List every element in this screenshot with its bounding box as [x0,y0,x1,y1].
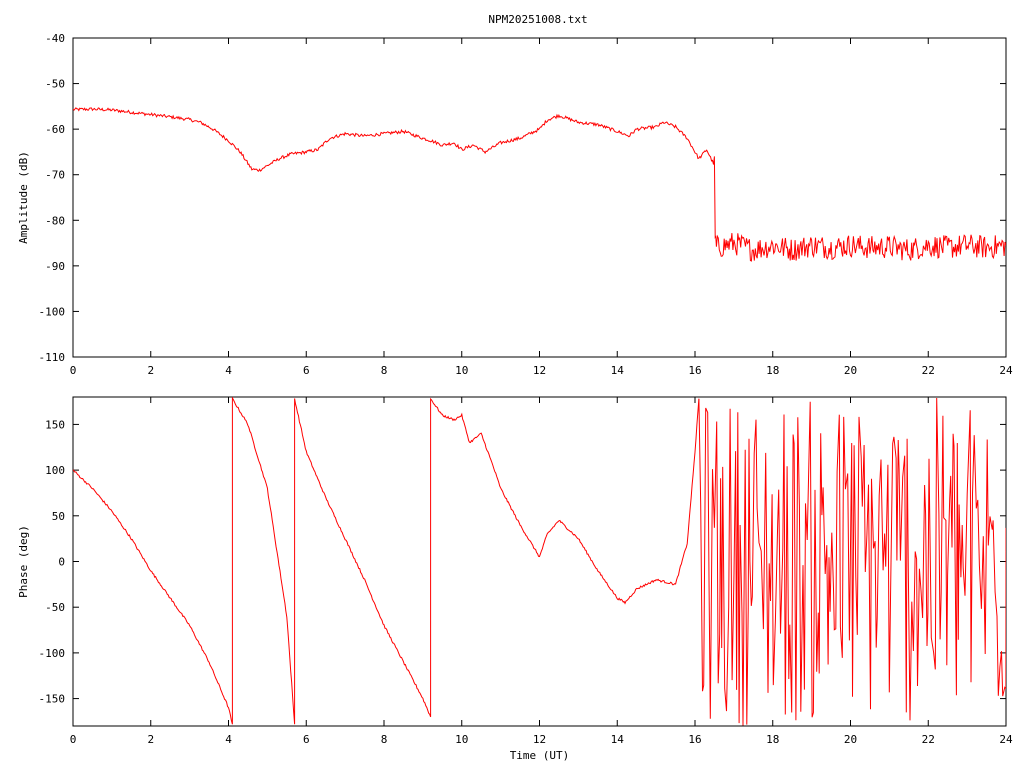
x-tick-label: 4 [225,364,232,377]
x-tick-label: 10 [455,733,468,746]
phase-panel-series-0 [73,397,700,725]
y-tick-label: -40 [45,32,65,45]
amplitude-panel-series-0 [73,107,1006,262]
y-tick-label: -50 [45,78,65,91]
x-tick-label: 6 [303,733,310,746]
x-tick-label: 2 [147,733,154,746]
x-tick-label: 8 [381,364,388,377]
x-tick-label: 24 [999,733,1013,746]
y-tick-label: 0 [58,556,65,569]
x-tick-label: 10 [455,364,468,377]
y-tick-label: 100 [45,464,65,477]
x-tick-label: 6 [303,364,310,377]
x-tick-label: 0 [70,733,77,746]
x-tick-label: 12 [533,733,546,746]
y-tick-label: -100 [39,305,66,318]
phase-panel: 0 2 4 6 8 10 12 14 16 18 20 22 24-150-100-5005010015… [17,396,1013,762]
phase-panel-noise [698,397,1006,726]
y-tick-label: -150 [39,693,66,706]
x-tick-label: 0 [70,364,77,377]
y-tick-label: -100 [39,647,66,660]
x-tick-label: 22 [922,733,935,746]
x-tick-label: 20 [844,364,857,377]
x-tick-label: 8 [381,733,388,746]
y-tick-label: -80 [45,214,65,227]
x-tick-label: 16 [688,364,701,377]
x-tick-label: 22 [922,364,935,377]
x-tick-label: 4 [225,733,232,746]
x-tick-label: 14 [611,733,625,746]
y-tick-label: -70 [45,169,65,182]
chart-title: NPM20251008.txt [488,13,587,26]
y-tick-label: -50 [45,601,65,614]
amplitude-panel-frame [72,37,1007,358]
x-tick-label: 18 [766,364,779,377]
x-tick-label: 14 [611,364,625,377]
x-axis-label: Time (UT) [510,749,570,762]
y-axis-label: Phase (deg) [17,525,30,598]
y-tick-label: 50 [52,510,65,523]
x-tick-label: 16 [688,733,701,746]
y-axis-label: Amplitude (dB) [17,151,30,244]
y-tick-label: -90 [45,260,65,273]
amplitude-panel: 0 2 4 6 8 10 12 14 16 18 20 22 24-110-100-90-80-70-6… [17,32,1013,377]
y-tick-label: -60 [45,123,65,136]
x-tick-label: 18 [766,733,779,746]
y-tick-label: 150 [45,418,65,431]
x-tick-label: 20 [844,733,857,746]
y-tick-label: -110 [39,351,66,364]
x-tick-label: 24 [999,364,1013,377]
x-tick-label: 12 [533,364,546,377]
x-tick-label: 2 [147,364,154,377]
